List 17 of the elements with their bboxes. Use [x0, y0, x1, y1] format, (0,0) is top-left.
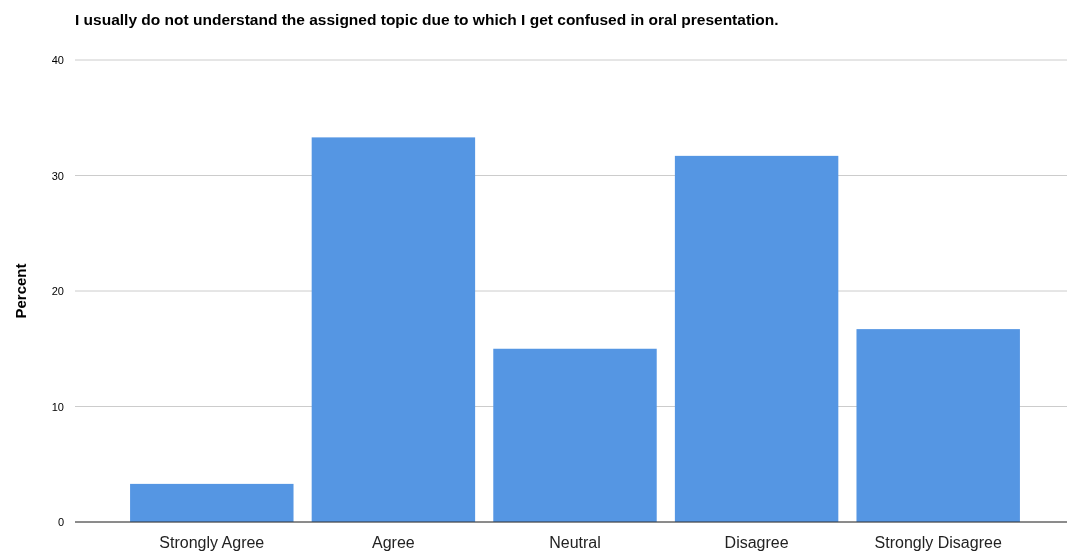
x-tick-label: Strongly Disagree	[874, 534, 1002, 551]
y-axis-title: Percent	[12, 263, 29, 319]
x-tick-label: Neutral	[549, 534, 601, 551]
x-tick-label: Disagree	[724, 534, 789, 551]
y-tick-label: 40	[51, 54, 64, 66]
bar	[856, 329, 1020, 522]
bar	[674, 155, 839, 522]
y-tick-label: 10	[51, 400, 64, 413]
y-tick-label: 30	[51, 169, 64, 182]
bar	[130, 483, 294, 522]
x-tick-label: Strongly Agree	[159, 534, 265, 551]
bar	[493, 348, 657, 522]
bar	[311, 137, 476, 522]
chart-title: I usually do not understand the assigned topic due to which I get confused in oral presentation.	[75, 11, 779, 28]
x-tick-label: Agree	[372, 534, 415, 551]
y-tick-label: 20	[51, 285, 64, 297]
y-tick-label: 0	[57, 516, 64, 528]
